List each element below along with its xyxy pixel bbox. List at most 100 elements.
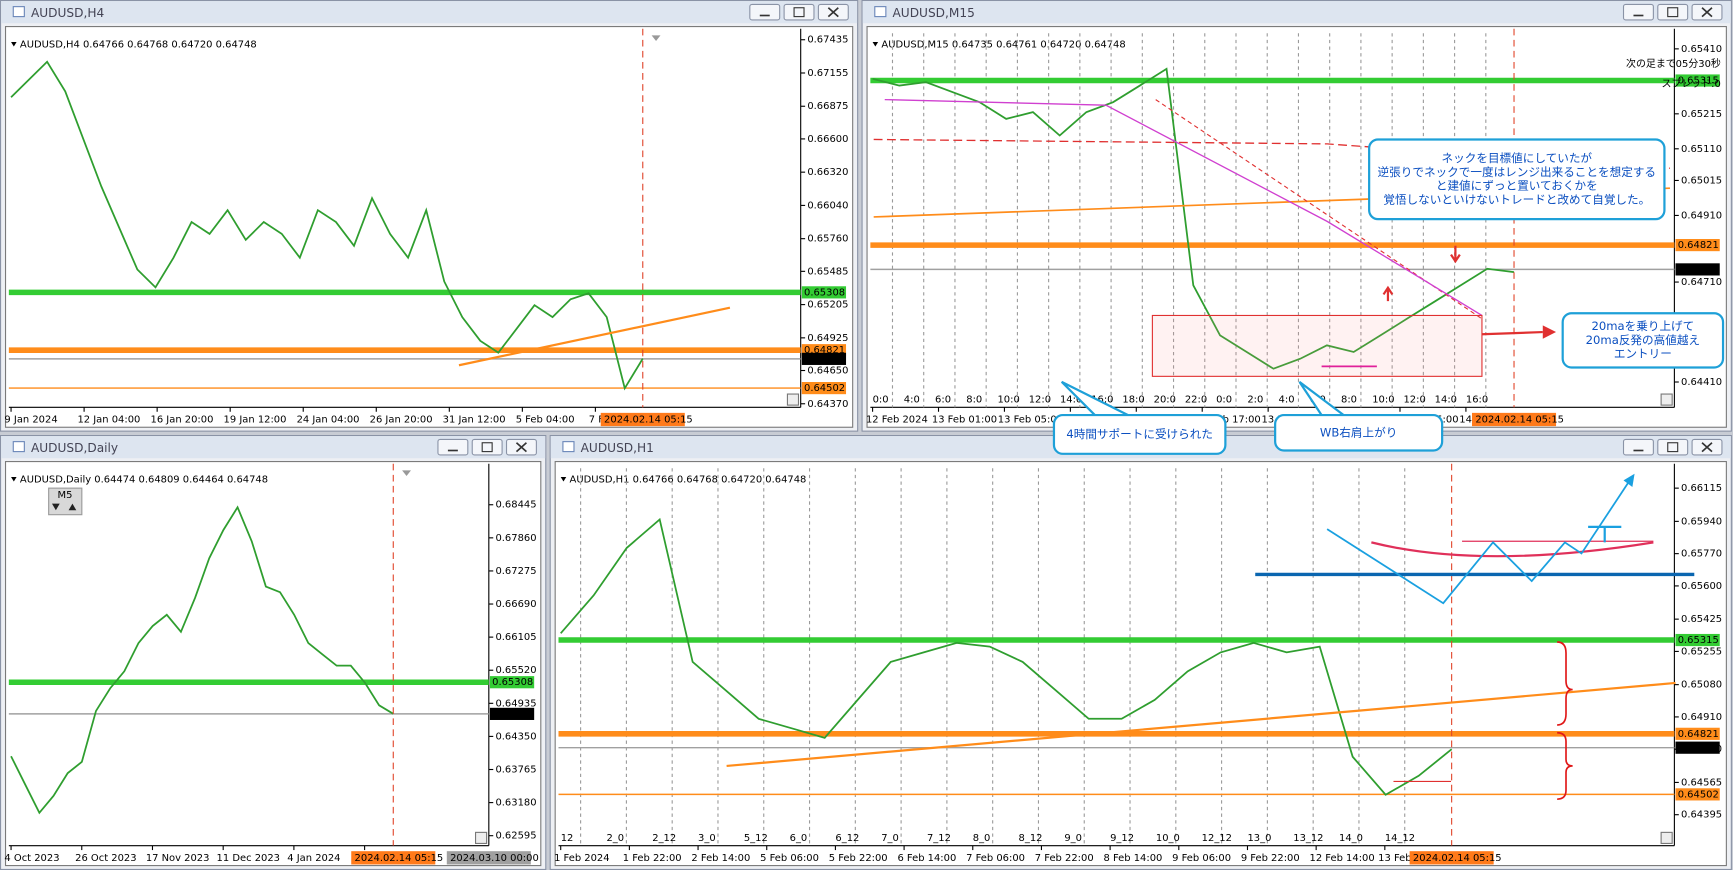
x-tick-label: 31 Jan 12:00 bbox=[443, 415, 506, 426]
window-button[interactable] bbox=[1622, 3, 1654, 21]
x-tick-label: 2 Feb 14:00 bbox=[691, 853, 750, 864]
window-button[interactable] bbox=[1657, 438, 1689, 456]
symbol-info: AUDUSD,H4 0.64766 0.64768 0.64720 0.6474… bbox=[20, 39, 257, 50]
window-icon bbox=[12, 441, 25, 453]
callout-box bbox=[1561, 312, 1725, 369]
callout-text: WB右肩上がり bbox=[1320, 425, 1397, 439]
y-tick-label: 0.65600 bbox=[1681, 581, 1722, 592]
y-tick-label: 0.64370 bbox=[807, 399, 848, 410]
window-button[interactable] bbox=[471, 438, 503, 456]
x-tick-label: 1 Feb 22:00 bbox=[623, 853, 682, 864]
y-tick-label: 0.62595 bbox=[495, 831, 536, 842]
period-arrows bbox=[51, 503, 77, 511]
maximize-icon bbox=[793, 7, 805, 18]
callout-text: と建値にずっと置いておくかを bbox=[1436, 179, 1598, 193]
y-tick-label: 0.66600 bbox=[807, 134, 848, 145]
countdown: 次の足まで05分30秒 bbox=[1626, 57, 1721, 70]
window-button[interactable] bbox=[1622, 438, 1654, 456]
y-tick-label: 0.64910 bbox=[1681, 210, 1722, 221]
window-title: AUDUSD,H1 bbox=[581, 441, 654, 455]
window-button[interactable] bbox=[783, 3, 815, 21]
y-tick-label: 0.64710 bbox=[1681, 277, 1722, 288]
x-tick-label: 9 Jan 2024 bbox=[4, 415, 57, 426]
chart-area bbox=[554, 461, 1727, 867]
price-tag-label: 0.65315 bbox=[1678, 76, 1719, 87]
x-tick-label: 4 Oct 2023 bbox=[4, 853, 59, 864]
x-tick-label: 1 Feb 2024 bbox=[554, 853, 610, 864]
price-tag bbox=[1675, 741, 1720, 754]
title-bar bbox=[1, 1, 858, 24]
period-label: 8_12 bbox=[1019, 833, 1043, 844]
drawing bbox=[1326, 477, 1632, 605]
x-tick-label: 16 Jan 20:00 bbox=[151, 415, 214, 426]
callout-text: 4時間サポートに受けられた bbox=[1066, 427, 1213, 441]
price-tag-label: 0.64748 bbox=[1678, 264, 1719, 275]
shift-marker bbox=[402, 470, 411, 476]
price-tag-label: 0.65315 bbox=[1678, 635, 1719, 646]
shift-marker bbox=[651, 35, 661, 41]
window-button[interactable] bbox=[437, 438, 469, 456]
price-tag-label: 0.65308 bbox=[804, 287, 845, 298]
window-button[interactable] bbox=[749, 3, 781, 21]
period-label: 8:0 bbox=[1341, 395, 1357, 406]
symbol-info: AUDUSD,H1 0.64766 0.64768 0.64720 0.6474… bbox=[570, 474, 807, 485]
info-arrow bbox=[560, 477, 567, 482]
price-tag-label: 0.64821 bbox=[1678, 729, 1719, 740]
y-tick-label: 0.63765 bbox=[495, 765, 536, 776]
x-tick-label: 13 Feb 17:00 bbox=[1196, 415, 1261, 426]
callout-tail bbox=[1298, 380, 1345, 416]
x-tick-label: 12 Feb 2024 bbox=[866, 415, 928, 426]
price-tag bbox=[1675, 788, 1720, 801]
y-tick-label: 0.66115 bbox=[1681, 483, 1722, 494]
price-tag-label: 0.64748 bbox=[804, 354, 845, 365]
y-tick-label: 0.65255 bbox=[1681, 646, 1722, 657]
period-label: 14:0 bbox=[1060, 395, 1082, 406]
x-tick-label: 5 Feb 06:00 bbox=[760, 853, 819, 864]
drawing bbox=[1588, 525, 1622, 543]
callout-text: ネックを目標値にしていたが bbox=[1442, 151, 1593, 165]
period-label: 13_12 bbox=[1293, 833, 1323, 844]
period-label: 12_12 bbox=[1202, 833, 1232, 844]
period-label: 16:0 bbox=[1466, 395, 1488, 406]
y-tick-label: 0.66105 bbox=[495, 632, 536, 643]
y-tick-label: 0.65015 bbox=[1681, 175, 1722, 186]
price-tag bbox=[801, 381, 847, 395]
price-line bbox=[10, 60, 644, 391]
x-tick-label: 26 Jan 20:00 bbox=[370, 415, 433, 426]
price-line bbox=[10, 505, 394, 815]
period-label: 6_0 bbox=[790, 833, 808, 844]
callout-text: 20ma反発の高値越え bbox=[1586, 333, 1700, 347]
info-arrow bbox=[11, 42, 17, 47]
price-tag-label: 0.64502 bbox=[1678, 789, 1719, 800]
window-button[interactable] bbox=[1657, 3, 1689, 21]
x-tick-label: 19 Jan 12:00 bbox=[224, 415, 287, 426]
arrow-head bbox=[1623, 473, 1635, 488]
chart-window: AUDUSD,H4 AUDUSD,H4 0.64766 0.64768 0.647… bbox=[0, 0, 859, 432]
drawing bbox=[1557, 731, 1573, 800]
callout-text: 覚悟しないといけないトレードと改めて自覚した。 bbox=[1383, 193, 1650, 207]
arrow-head bbox=[1542, 325, 1557, 339]
x-tick-label: 13 Feb 01:00 bbox=[932, 415, 997, 426]
y-tick-label: 0.65485 bbox=[807, 266, 848, 277]
maximize-icon bbox=[1667, 7, 1679, 18]
x-tick-label: 12 Jan 04:00 bbox=[77, 415, 140, 426]
title-bar bbox=[862, 1, 1731, 24]
period-label: 20:0 bbox=[1154, 395, 1176, 406]
x-tick-label: 5 Feb 04:00 bbox=[516, 415, 575, 426]
price-tag bbox=[1675, 74, 1720, 87]
chart-window: AUDUSD,Daily AUDUSD,Daily 0.64474 0.64809… bbox=[0, 435, 547, 870]
period-label: 4:0 bbox=[1279, 395, 1295, 406]
window-title: AUDUSD,M15 bbox=[892, 6, 974, 20]
y-tick-label: 0.64350 bbox=[495, 731, 536, 742]
time-tag bbox=[600, 412, 685, 427]
price-tag-label: 0.64748 bbox=[1678, 743, 1719, 754]
period-label: 2_0 bbox=[606, 833, 624, 844]
period-label: 2_12 bbox=[652, 833, 676, 844]
close-icon bbox=[1701, 7, 1713, 18]
time-tag-label: 2024.02.14 05:15 bbox=[355, 853, 444, 864]
x-tick-label: 6 Feb 14:00 bbox=[897, 853, 956, 864]
maximize-icon bbox=[1667, 442, 1679, 453]
x-tick-label: 5 Feb 22:00 bbox=[829, 853, 888, 864]
period-label: 13_0 bbox=[1247, 833, 1271, 844]
